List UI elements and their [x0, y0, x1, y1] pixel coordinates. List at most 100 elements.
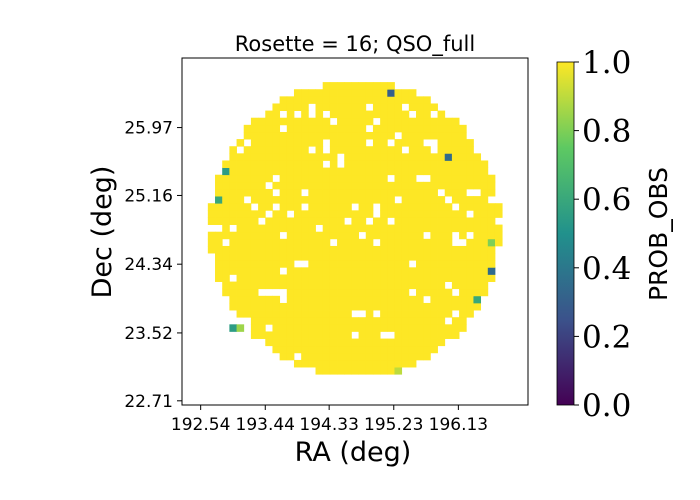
heatmap-cell [337, 217, 345, 225]
heatmap-cell [351, 96, 359, 104]
heatmap-cell [229, 253, 237, 261]
heatmap-cell [408, 231, 417, 240]
heatmap-cell [329, 253, 338, 261]
heatmap-cell [430, 310, 438, 318]
heatmap-cell [358, 288, 367, 297]
heatmap-cell [337, 203, 345, 211]
heatmap-cell [236, 217, 245, 225]
heatmap-cell [351, 267, 359, 275]
heatmap-cell [279, 317, 288, 325]
heatmap-cell [444, 153, 453, 161]
heatmap-cell [315, 231, 324, 240]
heatmap-cell [423, 196, 431, 204]
heatmap-cell [215, 231, 223, 240]
heatmap-cell [430, 217, 438, 225]
heatmap-cell [322, 167, 331, 176]
heatmap-cell [301, 245, 309, 254]
heatmap-cell [308, 96, 316, 104]
heatmap-cell [365, 117, 374, 126]
heatmap-cell [322, 367, 331, 375]
heatmap-cell [437, 324, 446, 332]
heatmap-cell [480, 181, 489, 190]
heatmap-cell [365, 274, 374, 282]
heatmap-cell [258, 139, 266, 147]
heatmap-cell [272, 245, 281, 254]
y-axis: 22.71 23.52 24.34 25.16 25.97 [124, 119, 182, 412]
heatmap-cell [459, 310, 467, 318]
heatmap-cell [380, 359, 388, 368]
heatmap-cell [494, 210, 503, 218]
heatmap-cell [337, 260, 345, 268]
heatmap-cell [315, 267, 324, 275]
heatmap-cell [408, 181, 417, 190]
heatmap-cell [279, 146, 288, 154]
heatmap-cell [380, 352, 388, 361]
heatmap-cell [279, 352, 288, 361]
heatmap-cell [293, 181, 302, 190]
heatmap-cell [416, 345, 424, 354]
heatmap-cell [451, 260, 460, 268]
heatmap-cell [459, 139, 467, 147]
heatmap-cell [258, 267, 266, 275]
heatmap-cell [344, 110, 352, 119]
heatmap-cell [329, 352, 338, 361]
heatmap-cell [480, 281, 489, 290]
heatmap-cell [416, 167, 424, 176]
heatmap-cell [423, 288, 431, 297]
heatmap-cell [301, 139, 309, 147]
heatmap-cell [487, 174, 496, 183]
heatmap-cell [265, 274, 273, 282]
heatmap-cell [329, 274, 338, 282]
heatmap-cell [337, 345, 345, 354]
heatmap-cell [380, 245, 388, 254]
heatmap-cell [351, 253, 359, 261]
heatmap-cell [401, 359, 410, 368]
heatmap-cell [358, 260, 367, 268]
heatmap-cell [423, 103, 431, 111]
heatmap-cell [308, 174, 316, 183]
heatmap-cell [372, 253, 381, 261]
heatmap-cell [322, 196, 331, 204]
heatmap-cell [451, 274, 460, 282]
heatmap-cell [351, 295, 359, 304]
heatmap-cell [380, 131, 388, 140]
heatmap-cell [286, 181, 295, 190]
heatmap-cell [416, 117, 424, 126]
heatmap-cell [250, 281, 259, 290]
heatmap-cell [473, 231, 482, 240]
heatmap-cell [444, 245, 453, 254]
heatmap-cell [329, 295, 338, 304]
heatmap-cell [473, 238, 482, 247]
heatmap-cell [308, 153, 316, 161]
heatmap-cell [351, 146, 359, 154]
heatmap-cell [329, 245, 338, 254]
heatmap-cell [401, 317, 410, 325]
heatmap-cell [408, 281, 417, 290]
heatmap-cell [308, 238, 316, 247]
heatmap-cell [301, 96, 309, 104]
heatmap-cell [394, 153, 403, 161]
heatmap-cell [258, 174, 266, 183]
heatmap-cell [408, 274, 417, 282]
heatmap-cell [337, 117, 345, 126]
heatmap-cell [329, 124, 338, 133]
heatmap-cell [358, 139, 367, 147]
heatmap-cell [423, 160, 431, 168]
heatmap-cell [301, 131, 309, 140]
heatmap-cell [416, 338, 424, 347]
heatmap-cell [315, 367, 324, 375]
heatmap-cell [322, 117, 331, 126]
heatmap-cell [444, 167, 453, 176]
heatmap-cell [265, 167, 273, 176]
heatmap-cell [437, 245, 446, 254]
heatmap-cell [351, 367, 359, 375]
heatmap-cell [351, 82, 359, 90]
heatmap-cell [250, 217, 259, 225]
heatmap-cell [444, 146, 453, 154]
heatmap-cell [473, 274, 482, 282]
heatmap-cell [301, 295, 309, 304]
heatmap-cell [401, 96, 410, 104]
heatmap-cell [408, 146, 417, 154]
heatmap-cell [329, 217, 338, 225]
heatmap-cell [293, 160, 302, 168]
